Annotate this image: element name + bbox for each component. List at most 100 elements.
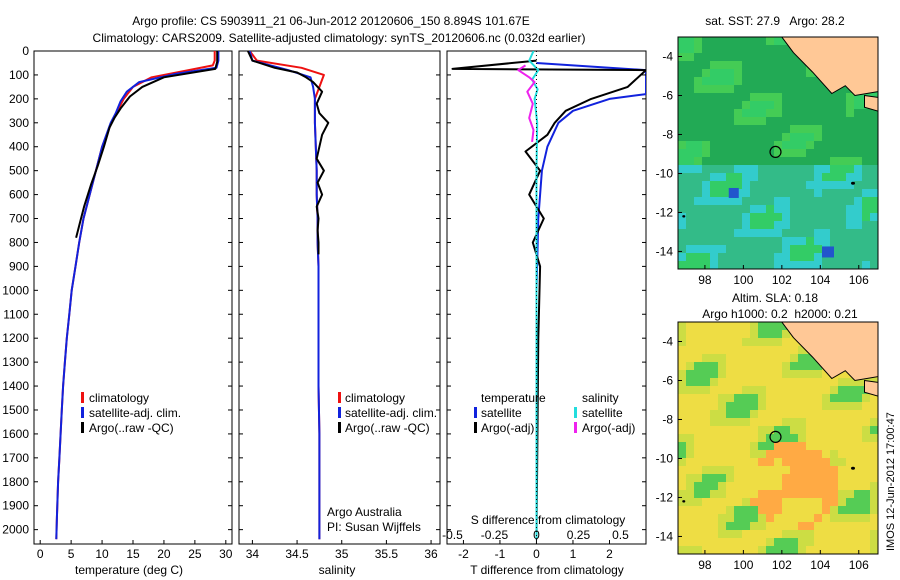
sla-map-cell — [782, 338, 790, 346]
sst-map-cell — [694, 189, 702, 197]
sst-map-cell — [846, 253, 854, 261]
sla-map-cell — [774, 482, 782, 490]
sla-map-cell — [758, 322, 766, 330]
sla-map-cell — [702, 450, 710, 458]
sst-map-cell — [726, 245, 734, 253]
sst-map-cell — [750, 53, 758, 61]
sst-map-cell — [734, 133, 742, 141]
temperature-series-argo-raw-qc — [75, 51, 219, 238]
sst-map-cell — [782, 229, 790, 237]
sst-map-cell — [838, 109, 846, 117]
depth-tick-label: 1200 — [2, 331, 29, 345]
sla-map-cell — [862, 450, 870, 458]
sst-map-cell — [782, 221, 790, 229]
sst-map-cell — [750, 173, 758, 181]
sst-map-cell — [790, 101, 798, 109]
sla-map-cell — [870, 458, 878, 466]
sst-map-cell — [750, 237, 758, 245]
sla-map-cell — [822, 538, 830, 546]
legend-swatch-t-argo — [474, 422, 477, 433]
sla-map-cell — [830, 546, 838, 554]
sla-map-cell — [774, 410, 782, 418]
sst-map-cell — [726, 157, 734, 165]
sla-map-ytick-label: -8 — [662, 412, 673, 426]
sst-map-cell — [854, 213, 862, 221]
sst-map-cell — [846, 165, 854, 173]
sla-land — [781, 322, 878, 382]
sla-map-cell — [846, 450, 854, 458]
sst-map-cell — [766, 221, 774, 229]
sst-map-cell — [790, 141, 798, 149]
sst-map-cell — [854, 133, 862, 141]
sla-map-cell — [774, 538, 782, 546]
sla-map-cell — [758, 538, 766, 546]
sst-map-cell — [870, 229, 878, 237]
depth-tick-label: 1900 — [2, 499, 29, 513]
sst-map-ytick-label: -14 — [656, 244, 674, 258]
sla-map-cell — [846, 482, 854, 490]
sla-map-cell — [830, 450, 838, 458]
sla-map-cell — [766, 458, 774, 466]
sst-map-cell — [846, 245, 854, 253]
temperature-xtick-label: 25 — [188, 547, 202, 561]
timestamp-watermark: IMOS 12-Jun-2012 17:00:47 — [885, 412, 897, 551]
sla-map-cell — [862, 530, 870, 538]
sla-map-cell — [686, 498, 694, 506]
sst-map-cell — [734, 245, 742, 253]
sla-map-cell — [798, 482, 806, 490]
sla-map-cell — [782, 378, 790, 386]
sst-map-cell — [862, 197, 870, 205]
sst-map-cell — [734, 149, 742, 157]
sst-map-cell — [742, 205, 750, 213]
sla-map-cell — [678, 418, 686, 426]
sst-map-cell — [838, 101, 846, 109]
salinity-annotation-2: PI: Susan Wijffels — [327, 520, 421, 534]
sst-map-cell — [854, 125, 862, 133]
sla-map-cell — [814, 506, 822, 514]
depth-tick-label: 800 — [9, 235, 29, 249]
sla-map-cell — [838, 426, 846, 434]
sla-map-cell — [854, 466, 862, 474]
sla-map-cell — [798, 498, 806, 506]
sla-map-cell — [782, 426, 790, 434]
sla-map-cell — [718, 354, 726, 362]
sla-map-cell — [726, 410, 734, 418]
sst-map-cell — [734, 157, 742, 165]
legend-swatch-s-argo — [574, 422, 577, 433]
depth-tick-label: 1500 — [2, 403, 29, 417]
sla-map-cell — [830, 442, 838, 450]
sla-map-cell — [854, 490, 862, 498]
sst-map-cell — [766, 237, 774, 245]
sla-map-cell — [790, 538, 798, 546]
sla-map-cell — [774, 474, 782, 482]
sst-map-cell — [766, 213, 774, 221]
sst-map-cell — [718, 189, 726, 197]
sst-map-cell — [774, 165, 782, 173]
sla-map-cell — [790, 402, 798, 410]
sst-map-cell — [798, 157, 806, 165]
sst-map-cell — [846, 173, 854, 181]
sla-map-cell — [862, 506, 870, 514]
sst-map-cell — [822, 229, 830, 237]
sst-map-cell — [758, 133, 766, 141]
salinity-series-satellite-adj-clim — [248, 51, 321, 540]
sla-map-cell — [734, 498, 742, 506]
sst-map-cell — [758, 117, 766, 125]
title-line-1: Argo profile: CS 5903911_21 06-Jun-2012 … — [132, 14, 529, 28]
sla-map-cell — [742, 530, 750, 538]
sst-map-cell — [846, 197, 854, 205]
sst-map-cell — [846, 101, 854, 109]
sst-map-cell — [710, 157, 718, 165]
sla-map-cell — [854, 418, 862, 426]
sst-map-cell — [678, 237, 686, 245]
sla-map-cell — [710, 514, 718, 522]
sst-map-cell — [774, 189, 782, 197]
sla-map-cell — [678, 538, 686, 546]
sst-map-cell — [710, 85, 718, 93]
sla-map-cell — [766, 426, 774, 434]
sst-map-cell — [718, 45, 726, 53]
sla-map-cell — [862, 426, 870, 434]
sst-map-cell — [750, 205, 758, 213]
sst-map-cell — [710, 125, 718, 133]
sst-map-cell — [814, 253, 822, 261]
